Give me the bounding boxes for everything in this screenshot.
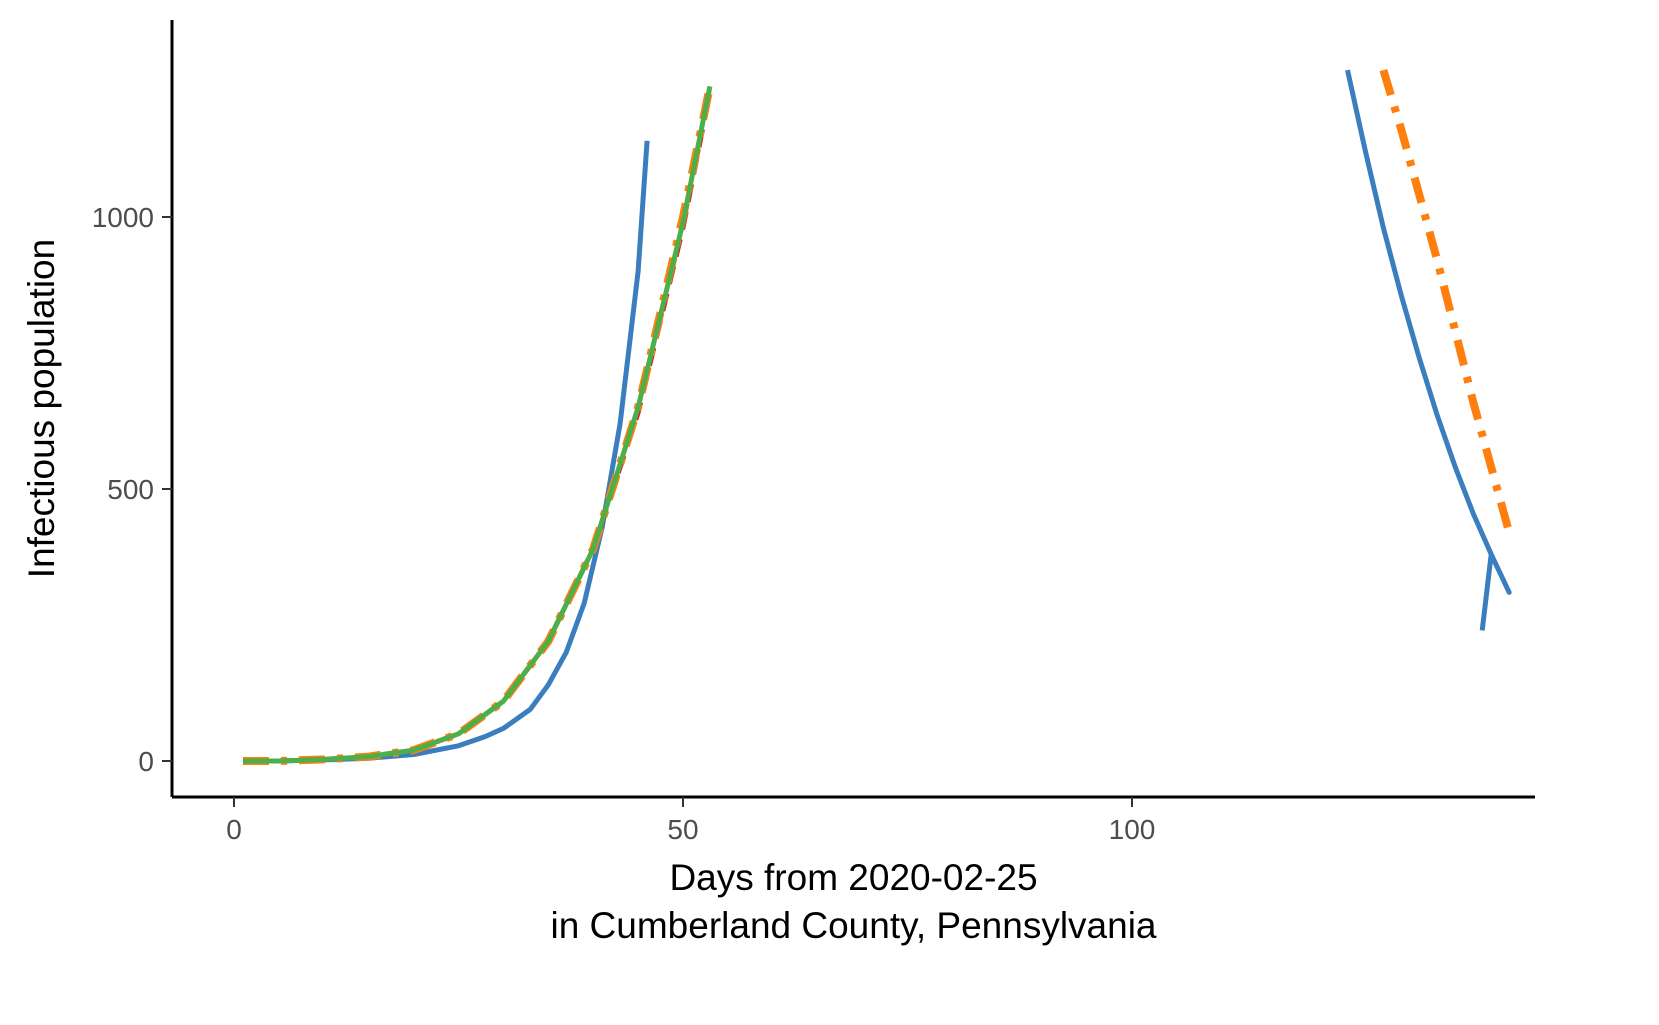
series-1-line-segment-1 [243, 140, 650, 764]
y-tick-label: 0 [138, 746, 154, 777]
series-3-line-segment-2 [1379, 68, 1514, 534]
x-tick-label: 100 [1109, 814, 1156, 845]
y-axis-title: Infectious population [21, 239, 62, 578]
y-tick-label: 1000 [92, 202, 154, 233]
x-tick-label: 50 [667, 814, 698, 845]
x-axis-title-line-2: in Cumberland County, Pennsylvania [550, 905, 1156, 946]
series-2-line-segment-1 [243, 91, 713, 764]
x-axis-title-line-1: Days from 2020-02-25 [669, 857, 1037, 898]
y-tick-label: 500 [107, 474, 154, 505]
series-4-line-segment-1 [243, 85, 713, 764]
series-3-line-segment-1 [243, 85, 714, 765]
series-1-line-segment-2 [1345, 69, 1512, 631]
series-layer [243, 68, 1514, 765]
x-tick-label: 0 [226, 814, 242, 845]
axes-layer [170, 20, 1535, 799]
